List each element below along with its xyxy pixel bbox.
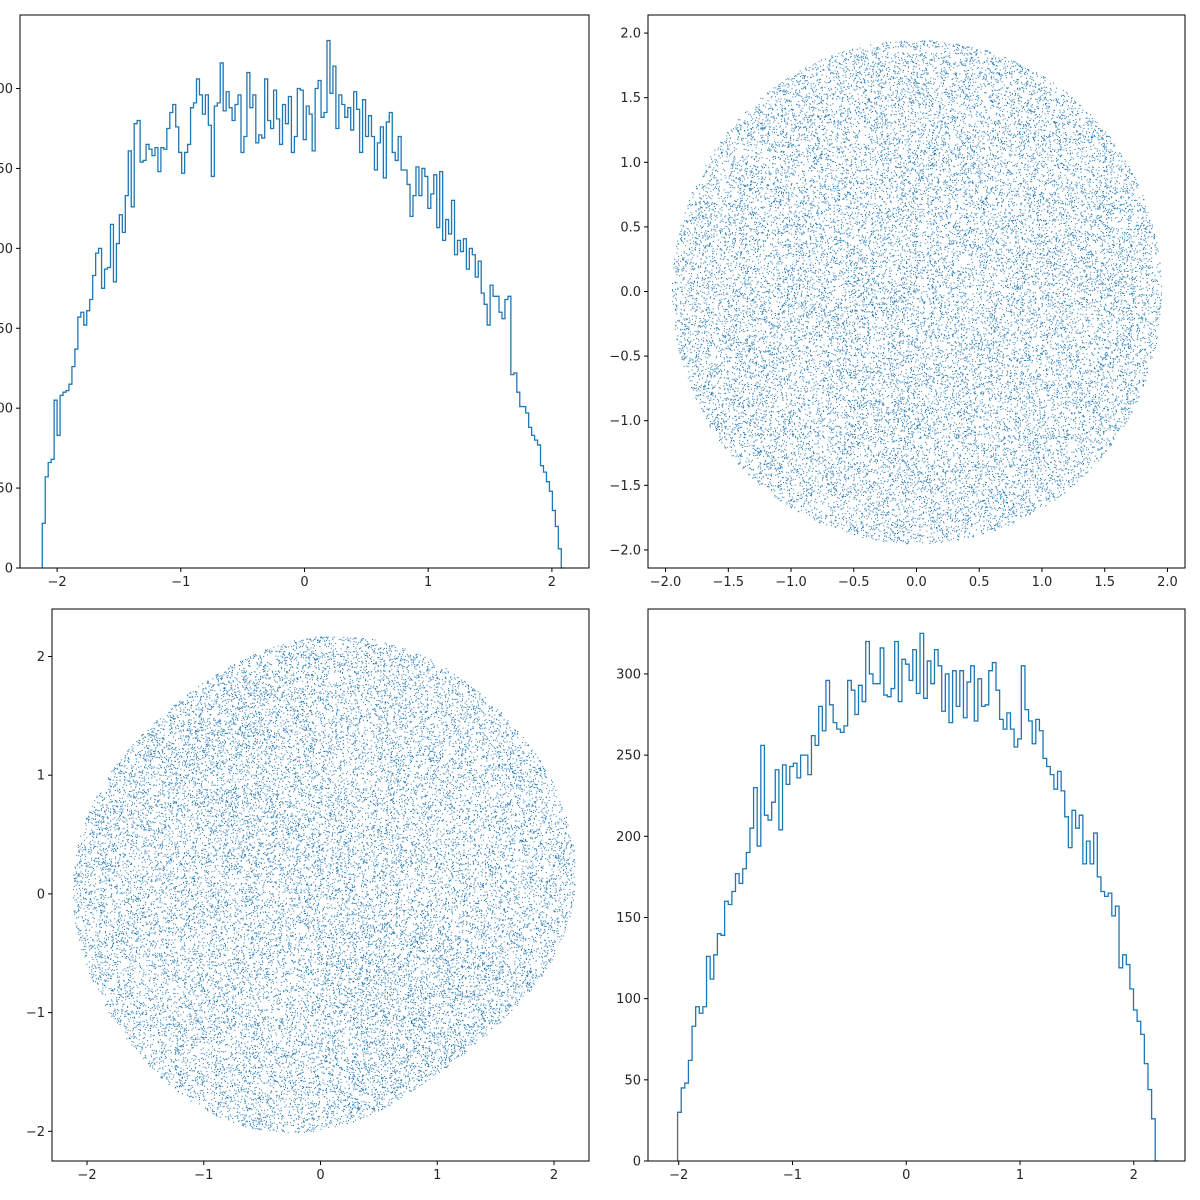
x-tick-label: 1 [424,575,432,590]
y-tick-label: 250 [616,749,641,764]
y-tick-label: −1 [26,1006,45,1021]
y-tick-label: 2.0 [620,27,641,42]
y-tick-label: −1.0 [609,414,641,429]
x-tick-label: −2 [669,1168,688,1183]
y-tick-label: 150 [616,911,641,926]
axis-ticks: −2.0 −1.5 −1.0 −0.5 0.0 0.5 1.0 1.5 2.0 −2.0 −1.5 −… [609,27,1177,590]
x-tick-label: 2.0 [1157,575,1178,590]
y-tick-label: 50 [624,1073,641,1088]
y-tick-label: 300 [616,667,641,682]
y-tick-label: −1.5 [609,479,641,494]
y-tick-label: 2 [37,650,45,665]
y-tick-label: −2.0 [609,543,641,558]
x-tick-label: 0 [316,1168,324,1183]
axis-ticks: −2 −1 0 1 2 −2 −1 0 1 2 [26,650,558,1183]
y-tick-label: 0.0 [620,285,641,300]
x-tick-label: 0.0 [906,575,927,590]
x-tick-label: 1 [1016,1168,1024,1183]
y-tick-label: 100 [0,402,13,417]
y-tick-label: 200 [0,242,13,257]
x-tick-label: 0 [300,575,308,590]
x-tick-label: −1 [783,1168,802,1183]
x-tick-label: 1 [433,1168,441,1183]
x-tick-label: 2 [550,1168,558,1183]
y-tick-label: 200 [616,830,641,845]
y-tick-label: 50 [0,482,13,497]
axis-ticks: −2 −1 0 1 2 0 50 100 150 200 250 300 [616,667,1138,1183]
subplot-top-right-scatter: −2.0 −1.5 −1.0 −0.5 0.0 0.5 1.0 1.5 2.0 −2.0 −1.5 −… [609,14,1186,590]
y-tick-label: −2 [26,1125,45,1140]
y-tick-label: 100 [616,992,641,1007]
scatter-points [672,40,1163,545]
y-tick-label: 1 [37,769,45,784]
subplot-top-left-histogram: −2 −1 0 1 2 0 50 100 150 200 250 300 [0,14,590,590]
histogram-plot-area [676,632,1159,1162]
x-tick-label: −1.5 [713,575,745,590]
x-tick-label: −2 [77,1168,96,1183]
axes-frame [51,608,590,1162]
scatter-points [72,636,576,1134]
axes-frame [647,608,1186,1162]
scatter-plot-area [72,636,576,1134]
x-tick-label: 1.0 [1032,575,1053,590]
histogram-step-line [41,39,565,569]
y-tick-label: 0 [5,562,13,577]
y-tick-label: 250 [0,162,13,177]
y-tick-label: 300 [0,82,13,97]
histogram-plot-area [41,39,565,569]
x-tick-label: −1 [194,1168,213,1183]
scatter-plot-area [672,40,1163,545]
axis-ticks: −2 −1 0 1 2 0 50 100 150 200 250 300 [0,82,556,590]
x-tick-label: 2 [1130,1168,1138,1183]
y-tick-label: 0 [633,1155,641,1170]
x-tick-label: −2 [48,575,67,590]
y-tick-label: 0 [37,887,45,902]
y-tick-label: 1.0 [620,156,641,171]
x-tick-label: −1 [171,575,190,590]
x-tick-label: 1.5 [1094,575,1115,590]
axes-frame [19,14,590,569]
x-tick-label: −2.0 [650,575,682,590]
x-tick-label: 2 [548,575,556,590]
y-tick-label: 150 [0,322,13,337]
subplot-bottom-right-histogram: −2 −1 0 1 2 0 50 100 150 200 250 300 [616,608,1186,1183]
y-tick-label: 0.5 [620,220,641,235]
subplot-bottom-left-scatter: −2 −1 0 1 2 −2 −1 0 1 2 [26,608,590,1183]
x-tick-label: 0.5 [969,575,990,590]
axes-frame [647,14,1186,569]
histogram-step-line [676,632,1159,1162]
y-tick-label: −0.5 [609,350,641,365]
x-tick-label: 0 [902,1168,910,1183]
y-tick-label: 1.5 [620,91,641,106]
x-tick-label: −1.0 [775,575,807,590]
x-tick-label: −0.5 [838,575,870,590]
